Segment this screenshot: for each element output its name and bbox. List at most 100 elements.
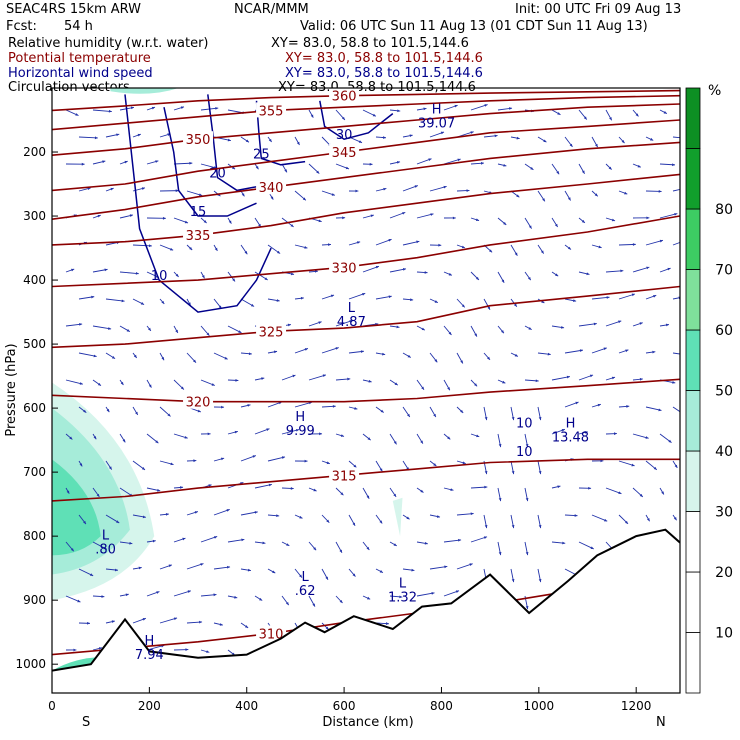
circulation-vector — [605, 269, 624, 273]
circulation-vector — [375, 568, 384, 573]
circulation-vector — [429, 131, 445, 138]
circulation-vector — [335, 163, 350, 170]
circulation-vector — [659, 109, 668, 114]
circulation-vector — [497, 271, 505, 284]
circulation-vector — [510, 568, 515, 583]
circulation-vector — [173, 379, 185, 390]
circulation-vector — [578, 374, 594, 381]
circulation-vector — [659, 267, 671, 273]
circulation-vector — [294, 459, 308, 463]
theta-label: 345 — [332, 146, 357, 161]
circulation-vector — [227, 430, 238, 435]
circulation-vector — [335, 595, 343, 604]
circulation-vector — [254, 377, 265, 381]
theta-label: 350 — [186, 133, 211, 148]
circulation-vector — [416, 271, 428, 274]
circulation-vector — [294, 296, 304, 300]
terrain-line — [52, 528, 680, 672]
circulation-vector — [78, 406, 87, 413]
circulation-vector — [321, 405, 336, 408]
circulation-vector — [308, 163, 320, 174]
circulation-vector — [605, 487, 622, 495]
circulation-vector — [186, 352, 197, 363]
circulation-vector — [78, 136, 98, 140]
circulation-vector — [92, 541, 108, 550]
circulation-vector — [456, 244, 466, 249]
circulation-vector — [281, 428, 300, 435]
circulation-vector — [645, 460, 658, 471]
y-tick-label: 500 — [23, 337, 46, 351]
circulation-vector — [672, 188, 680, 192]
circulation-vector — [551, 109, 561, 116]
theta-label: 325 — [259, 325, 284, 340]
circulation-vector — [443, 158, 461, 165]
circulation-vector — [416, 379, 425, 391]
circulation-vector — [416, 158, 432, 165]
circulation-vector — [578, 163, 585, 174]
wind-speed-contours-layer: 10 15 20 25 30 10 10 — [124, 94, 532, 460]
circulation-vector — [578, 109, 588, 120]
circulation-vector — [65, 648, 77, 652]
circulation-vector — [375, 622, 389, 625]
circulation-vector — [281, 487, 294, 490]
y-tick-label: 1000 — [15, 657, 46, 671]
circulation-vector — [254, 595, 263, 601]
x-tick-label: 200 — [138, 699, 161, 713]
circulation-vector — [213, 509, 230, 516]
circulation-vector — [240, 298, 255, 307]
theta-label: 320 — [186, 396, 211, 411]
circulation-vector — [281, 595, 290, 606]
circulation-vector — [308, 541, 317, 551]
model-title: SEAC4RS 15km ARW — [6, 2, 142, 17]
circulation-vector — [213, 405, 225, 409]
theta-contour — [52, 458, 680, 502]
circulation-vector — [348, 406, 358, 410]
circulation-vector — [632, 322, 643, 327]
circulation-vector — [281, 374, 296, 381]
circulation-vector — [618, 243, 636, 246]
circulation-vector — [186, 620, 203, 624]
circulation-vector — [227, 217, 232, 224]
circulation-vector — [510, 244, 518, 256]
circulation-vector — [335, 487, 344, 496]
circulation-vector — [429, 298, 439, 304]
circulation-vector — [578, 271, 590, 276]
circulation-vector — [92, 487, 100, 498]
colorbar-bin — [685, 571, 701, 633]
circulation-vector — [632, 377, 643, 381]
circulation-vector — [321, 243, 332, 247]
circulation-vector — [564, 298, 577, 302]
circulation-vector — [308, 595, 316, 607]
theta-label: 310 — [259, 627, 284, 642]
circulation-vector — [294, 190, 307, 201]
circulation-vector — [443, 271, 453, 276]
circulation-vector — [227, 595, 238, 599]
extremum-value: .62 — [295, 584, 316, 599]
circulation-vector — [564, 514, 578, 517]
circulation-vector — [119, 541, 133, 545]
circulation-vector — [200, 217, 207, 224]
circulation-vector — [78, 514, 87, 525]
circulation-vector — [456, 298, 466, 308]
circulation-vector — [308, 374, 327, 381]
source-label: NCAR/MMM — [234, 2, 309, 17]
circulation-vector — [443, 487, 454, 491]
circulation-vector — [200, 325, 210, 336]
circulation-vector — [240, 190, 245, 197]
circulation-vector — [186, 459, 197, 463]
circulation-vector — [159, 298, 165, 305]
circulation-vector — [321, 347, 339, 354]
circulation-vector — [78, 295, 95, 300]
circulation-vector — [375, 514, 383, 524]
x-tick-label: 400 — [235, 699, 258, 713]
circulation-vector — [672, 460, 678, 469]
circulation-vector — [335, 377, 351, 381]
circulation-vector — [321, 294, 335, 300]
y-tick-label: 400 — [23, 273, 46, 287]
circulation-vector — [524, 487, 529, 502]
circulation-vector — [159, 352, 165, 361]
circulation-vector — [470, 536, 488, 543]
wind-speed-label: 30 — [336, 128, 353, 143]
circulation-vector — [456, 460, 466, 465]
